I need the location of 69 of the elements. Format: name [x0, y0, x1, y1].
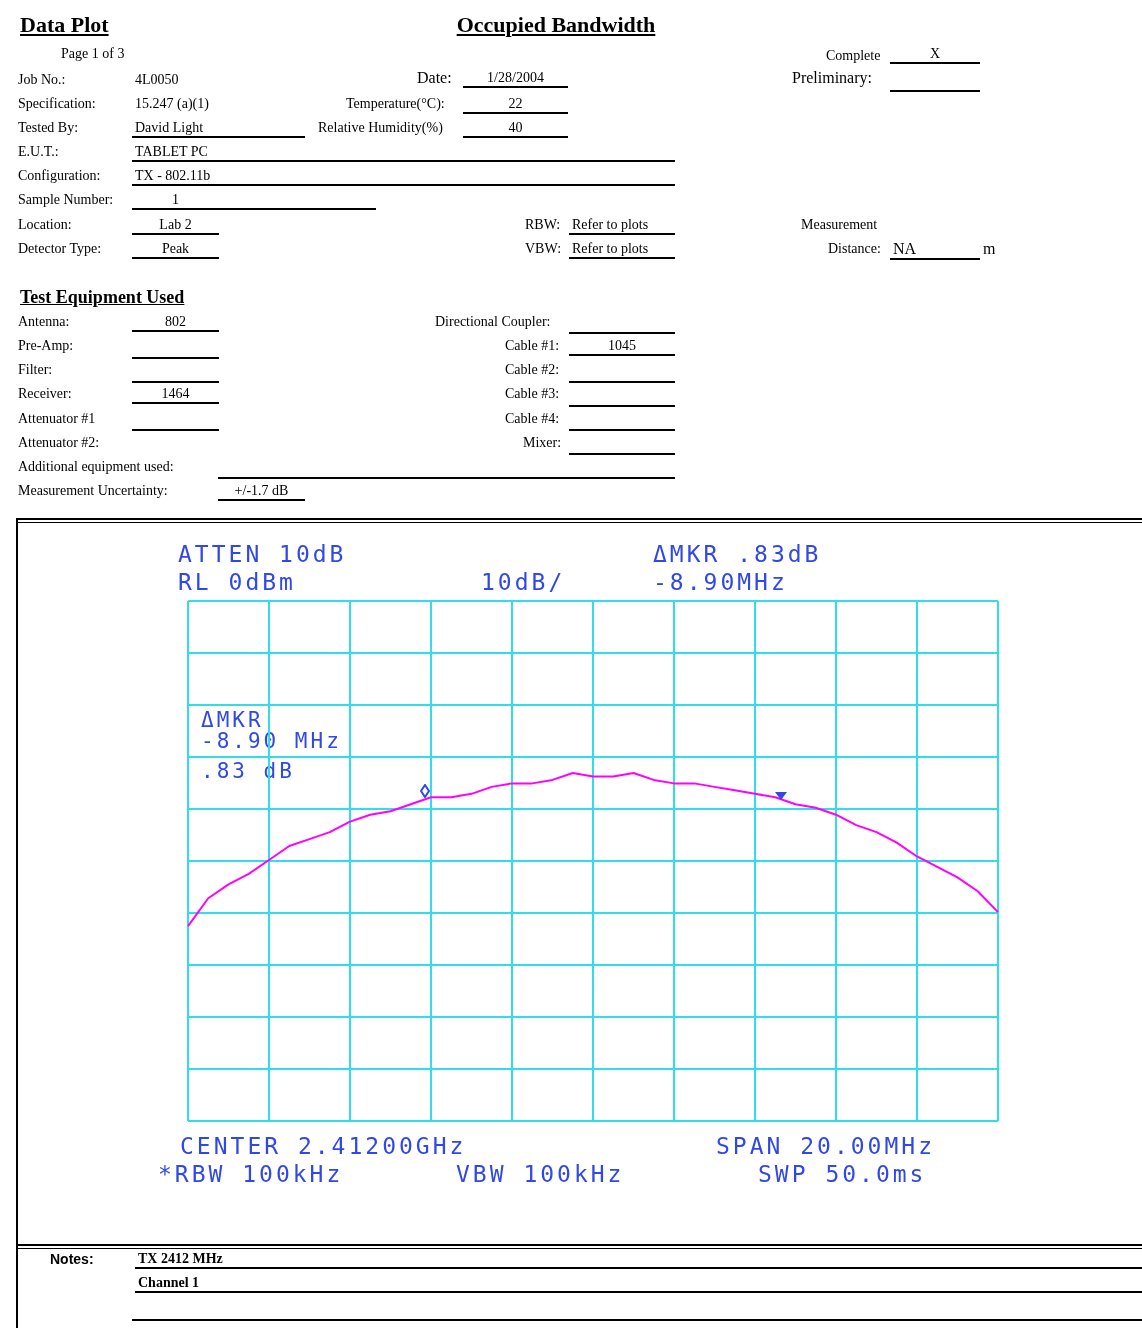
text: VBW:: [525, 241, 562, 257]
text: 22: [463, 96, 568, 114]
text: 1045: [569, 338, 675, 356]
text: E.U.T.:: [18, 144, 59, 160]
text: ΔMKR: [201, 707, 264, 732]
text: 40: [463, 120, 568, 138]
text: Filter:: [18, 362, 53, 378]
text: Cable #4:: [505, 411, 560, 427]
text: Measurement: [801, 217, 878, 233]
text: NA: [890, 239, 980, 260]
text: CENTER 2.41200GHz: [180, 1133, 467, 1159]
text: Tested By:: [18, 120, 79, 136]
text: +/-1.7 dB: [218, 483, 305, 501]
text: TABLET PC: [132, 144, 675, 162]
text: Distance:: [828, 241, 881, 257]
text: Notes:: [50, 1251, 94, 1267]
text: Data Plot: [20, 12, 109, 38]
text: *RBW 100kHz: [158, 1161, 344, 1187]
text: 15.247 (a)(1): [135, 96, 209, 112]
text: 1464: [132, 386, 219, 404]
text: Cable #1:: [505, 338, 560, 354]
text: X: [890, 46, 980, 64]
text: Temperature(°C):: [346, 96, 445, 112]
text: Test Equipment Used: [20, 287, 185, 307]
text: Measurement Uncertainty:: [18, 483, 168, 499]
text: Date:: [417, 68, 452, 87]
text: Specification:: [18, 96, 96, 112]
text: m: [983, 239, 996, 258]
text: Refer to plots: [569, 217, 675, 235]
text: 1/28/2004: [463, 70, 568, 88]
text: RL 0dBm: [178, 569, 296, 595]
text: Refer to plots: [569, 241, 675, 259]
text: TX 2412 MHz: [135, 1251, 1142, 1269]
text: -8.90MHz: [653, 569, 788, 595]
text: 802: [132, 314, 219, 332]
text: Cable #3:: [505, 386, 560, 402]
text: Receiver:: [18, 386, 72, 402]
text: TX - 802.11b: [132, 168, 675, 186]
text: Complete: [826, 48, 881, 64]
text: David Light: [132, 120, 305, 138]
text: Detector Type:: [18, 241, 102, 257]
text: Peak: [132, 241, 219, 259]
text: Cable #2:: [505, 362, 560, 378]
text: Attenuator #1: [18, 411, 96, 427]
text: Sample Number:: [18, 192, 114, 208]
text: Pre-Amp:: [18, 338, 74, 354]
text: Preliminary:: [792, 68, 872, 87]
text: SWP 50.0ms: [758, 1161, 927, 1187]
text: Directional Coupler:: [435, 314, 551, 330]
text: Additional equipment used:: [18, 459, 174, 475]
text: VBW 100kHz: [456, 1161, 625, 1187]
text: Relative Humidity(%): [318, 120, 443, 136]
text: Job No.:: [18, 72, 66, 88]
text: Attenuator #2:: [18, 435, 100, 451]
text: RBW:: [525, 217, 561, 233]
text: ΔMKR .83dB: [653, 541, 822, 567]
text: Configuration:: [18, 168, 101, 184]
text: Lab 2: [132, 217, 219, 235]
text: Antenna:: [18, 314, 70, 330]
chart-title: Occupied Bandwidth: [456, 12, 656, 37]
text: Channel 1: [135, 1275, 1142, 1293]
text: ATTEN 10dB: [178, 541, 347, 567]
text: SPAN 20.00MHz: [716, 1133, 936, 1159]
text: Location:: [18, 217, 72, 233]
text: 1: [132, 192, 376, 210]
text: Page 1 of 3: [61, 46, 125, 62]
text: 10dB/: [481, 569, 566, 595]
text: 4L0050: [135, 72, 179, 88]
text: Mixer:: [523, 435, 562, 451]
